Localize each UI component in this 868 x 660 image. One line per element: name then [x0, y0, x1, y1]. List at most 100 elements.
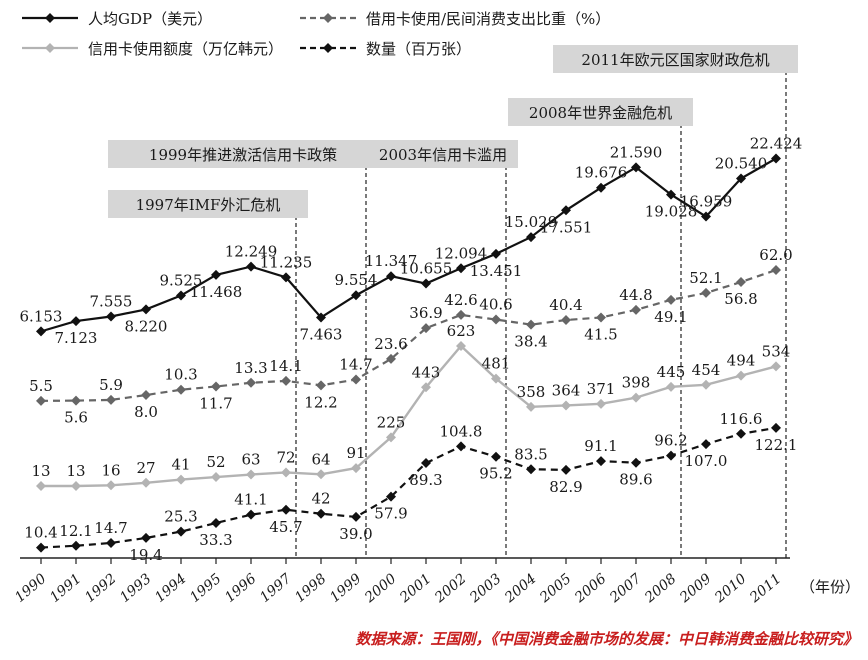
annotation-box-2011: [553, 45, 798, 73]
series-1-label-2008: 49.1: [654, 308, 687, 326]
series-2-point-1993: [141, 477, 151, 488]
series-3-label-1994: 25.3: [164, 508, 197, 526]
series-2-label-2005: 364: [552, 381, 581, 399]
series-2-point-1995: [211, 472, 221, 483]
series-0-label-2001: 10.655: [400, 260, 453, 278]
series-1-label-2004: 38.4: [514, 333, 547, 351]
series-2-point-1997: [281, 467, 291, 478]
x-tick-label-2007: 2007: [606, 571, 644, 607]
series-line-0: [40, 157, 777, 333]
series-1-point-2004: [526, 319, 536, 330]
series-2-point-2005: [561, 400, 571, 411]
series-1-point-2000: [386, 353, 396, 364]
legend-marker-0: [45, 13, 55, 23]
x-tick-label-1993: 1993: [117, 571, 155, 606]
series-0-label-2009: 16.959: [680, 193, 733, 211]
series-0-point-2010: [736, 173, 746, 184]
series-3-label-2004: 83.5: [514, 445, 547, 463]
series-0-label-2002: 12.094: [435, 244, 488, 262]
series-0-point-2001: [421, 278, 431, 289]
series-1-point-2011: [771, 265, 781, 275]
x-tick-label-2010: 2010: [711, 571, 749, 607]
series-3-point-2002: [456, 441, 466, 452]
series-1-point-1991: [71, 395, 81, 406]
series-0-point-2004: [526, 232, 536, 243]
series-3-label-1992: 14.7: [94, 519, 127, 537]
series-2-label-2007: 398: [622, 374, 651, 392]
series-0-label-1999: 9.554: [335, 271, 378, 289]
series-0-point-1995: [211, 269, 221, 280]
series-0-point-2002: [456, 263, 466, 274]
series-3-label-2002: 104.8: [440, 422, 483, 440]
series-3-point-1997: [281, 504, 291, 515]
x-tick-label-2001: 2001: [396, 571, 434, 607]
series-3-label-2007: 89.6: [619, 471, 652, 489]
series-1-point-2007: [631, 304, 641, 315]
series-1-label-1991: 5.6: [64, 409, 88, 427]
series-1-point-1997: [281, 375, 291, 386]
series-0-label-2011: 22.424: [750, 134, 803, 152]
series-2-point-2008: [666, 381, 676, 392]
series-3-label-2011: 122.1: [755, 436, 798, 454]
legend-marker-2: [45, 43, 55, 53]
series-0-point-1997: [281, 272, 291, 283]
series-2-label-2009: 454: [692, 361, 721, 379]
series-1-label-2009: 52.1: [689, 269, 722, 287]
series-1-label-1990: 5.5: [29, 377, 53, 395]
series-0-label-1995: 11.468: [190, 283, 243, 301]
series-1-point-1996: [246, 377, 256, 388]
series-0-point-2007: [631, 162, 641, 173]
annotation-label-2003: 2003年信用卡滥用: [379, 146, 507, 164]
x-axis: 1990199119921993199419951996199719981999…: [12, 557, 790, 607]
x-tick-label-1999: 1999: [327, 571, 365, 606]
series-1-point-2008: [666, 294, 676, 305]
series-1-label-1998: 12.2: [304, 393, 337, 411]
series-2-label-2006: 371: [587, 380, 616, 398]
x-tick-label-1990: 1990: [12, 571, 50, 606]
series-3-label-2006: 91.1: [584, 437, 617, 455]
series-1-point-2005: [561, 315, 571, 326]
series-0-point-2009: [701, 211, 711, 222]
series-1-point-2002: [456, 309, 466, 320]
series-0-point-1994: [176, 290, 186, 301]
series-3-point-2011: [771, 422, 781, 433]
series-1-point-1995: [211, 381, 221, 392]
series-0-label-2000: 11.347: [365, 252, 418, 270]
series-2-label-2001: 443: [412, 363, 441, 381]
series-3-point-1991: [71, 540, 81, 551]
series-2-label-2008: 445: [657, 363, 686, 381]
series-1-label-2006: 41.5: [584, 325, 617, 343]
series-1-label-1999: 14.7: [339, 356, 372, 374]
series-0-point-1993: [141, 304, 151, 315]
annotation-box-1997: [108, 190, 308, 218]
series-1-label-2007: 44.8: [619, 286, 652, 304]
series-1-label-1995: 11.7: [199, 394, 232, 412]
series-0-point-2000: [386, 271, 396, 282]
legend-marker-3: [323, 43, 333, 53]
source-note: 数据来源：王国刚，《中国消费金融市场的发展：中日韩消费金融比较研究》: [355, 630, 858, 648]
series-3-point-2010: [736, 428, 746, 439]
series-1-point-2006: [596, 312, 606, 323]
series-0-point-1990: [36, 326, 46, 337]
series-1-label-2000: 23.6: [374, 335, 407, 353]
series-3-label-2001: 89.3: [409, 471, 442, 489]
series-2-label-2002: 623: [447, 322, 476, 340]
series-3-point-1990: [36, 542, 46, 553]
annotation-label-2011: 2011年欧元区国家财政危机: [581, 51, 769, 69]
series-2-point-2010: [736, 370, 746, 381]
series-3-label-2000: 57.9: [374, 505, 407, 523]
series-2-point-2002: [456, 341, 466, 351]
series-0-label-1997: 11.235: [260, 253, 313, 271]
series-0-point-2008: [666, 189, 676, 200]
series-2-point-2000: [386, 432, 396, 443]
series-1-label-2002: 42.6: [444, 291, 477, 309]
annotation-box-2003: [368, 140, 518, 168]
series-1-point-2001: [421, 323, 431, 334]
series-0-label-2010: 20.540: [715, 155, 768, 173]
series-2-label-2010: 494: [727, 352, 756, 370]
series-3-point-1994: [176, 526, 186, 537]
annotation-label-2008: 2008年世界金融危机: [529, 104, 672, 122]
series-0-label-2008: 19.028: [645, 203, 698, 221]
series-line-1: [40, 268, 777, 402]
x-tick-label-1994: 1994: [152, 571, 190, 606]
